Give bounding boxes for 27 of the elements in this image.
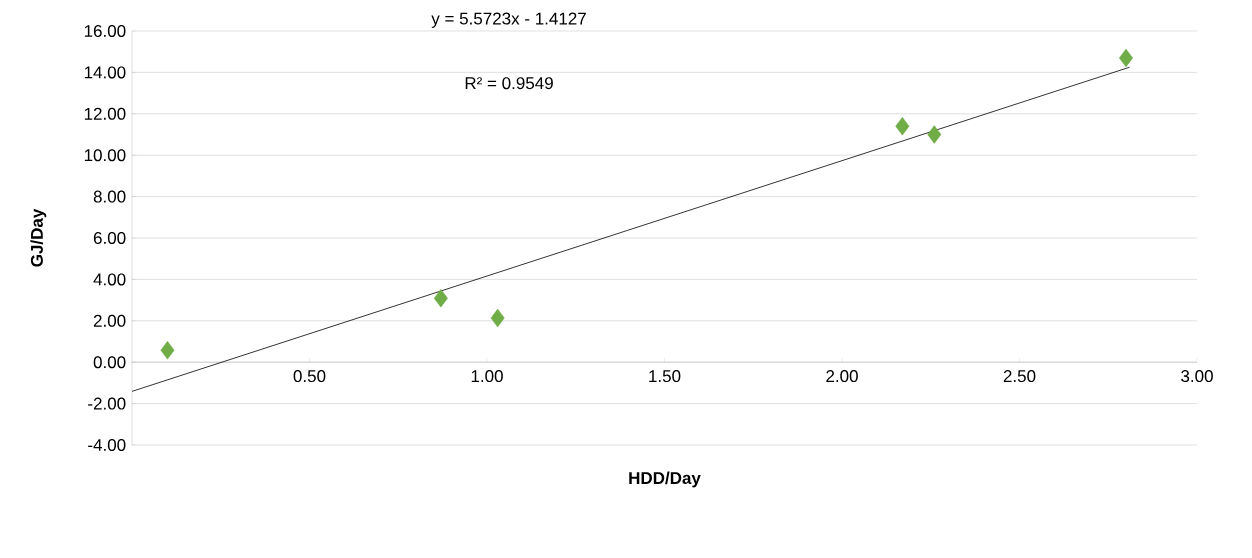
point (1119, 48, 1133, 68)
point (895, 117, 910, 136)
x-axis-title: HDD/Day (629, 471, 701, 488)
y-tick-label: 8.00 (93, 190, 126, 203)
y-tick-label: -4.00 (88, 438, 126, 452)
y-tick-label: 10.00 (84, 149, 126, 162)
x-tick-label: 1.50 (649, 370, 681, 383)
y-tick-label: 14.00 (84, 66, 126, 79)
y-tick-label: 4.00 (93, 273, 126, 286)
y-tick-label: -2.00 (88, 397, 126, 410)
y-tick-label: 6.00 (93, 231, 126, 245)
x-tick-label: 2.00 (826, 370, 858, 383)
y-tick-label: 2.00 (93, 314, 126, 327)
x-tick-label: 3.00 (1181, 370, 1213, 383)
annotation: R² = 0.9549 (465, 77, 553, 90)
y-axis-title: GJ/Day (30, 208, 47, 267)
y-tick-label: 0.00 (93, 356, 126, 369)
point (160, 340, 175, 360)
y-tick-label: 16.00 (84, 24, 126, 38)
point (927, 125, 942, 144)
x-tick-label: 2.50 (1003, 370, 1036, 383)
y-tick-label: 12.00 (84, 107, 126, 120)
point (490, 308, 505, 328)
text: y = 5.5723x - 1.4127 (431, 12, 586, 28)
point (433, 289, 448, 308)
x-tick-label: 1.00 (471, 370, 503, 383)
x-tick-label: 0.50 (293, 370, 326, 383)
